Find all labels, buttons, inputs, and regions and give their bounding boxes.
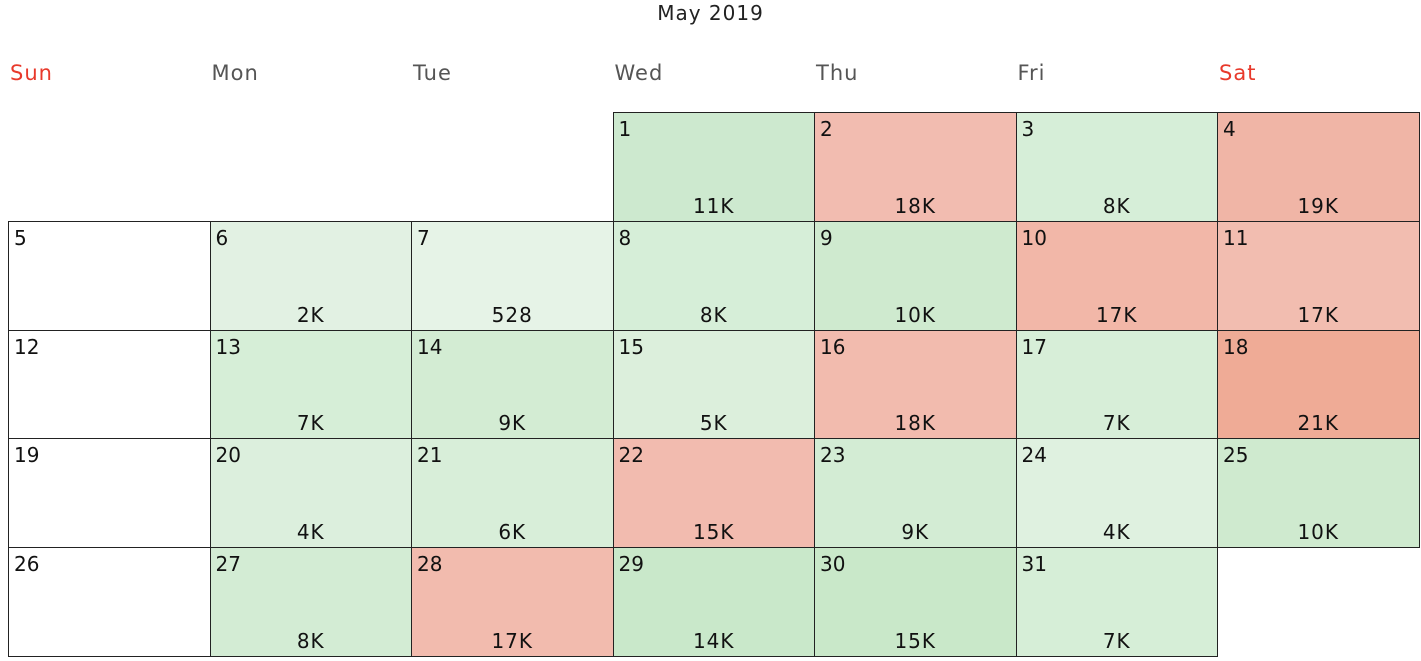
day-value-label: 17K — [491, 628, 534, 653]
day-number: 20 — [215, 443, 241, 468]
day-number: 12 — [14, 334, 40, 359]
day-cell-9: 9 10K — [814, 220, 1017, 331]
weekday-label-thu: Thu — [816, 61, 859, 85]
day-number: 25 — [1223, 443, 1249, 468]
day-number: 17 — [1021, 334, 1047, 359]
day-number: 9 — [820, 225, 833, 250]
day-value-label: 18K — [894, 411, 937, 436]
day-value-label: 8K — [1102, 193, 1131, 218]
day-number: 16 — [820, 334, 846, 359]
day-number: 24 — [1021, 443, 1047, 468]
day-value-label: 14K — [692, 628, 735, 653]
day-value-label: 4K — [1102, 520, 1131, 545]
day-value-label: 6K — [498, 520, 527, 545]
day-cell-14: 14 9K — [411, 329, 614, 440]
day-cell-25: 25 10K — [1217, 438, 1420, 549]
day-cell-17: 17 7K — [1015, 329, 1218, 440]
day-cell-4: 4 19K — [1217, 112, 1420, 222]
day-cell-28: 28 17K — [411, 547, 614, 657]
day-cell-16: 16 18K — [814, 329, 1017, 440]
day-value-label: 15K — [894, 628, 937, 653]
day-number: 11 — [1223, 225, 1249, 250]
day-value-label: 9K — [498, 411, 527, 436]
day-cell-3: 3 8K — [1015, 112, 1218, 222]
day-value-label: 21K — [1297, 411, 1340, 436]
day-cell-1: 1 11K — [612, 112, 815, 222]
weekday-label-tue: Tue — [413, 61, 452, 85]
day-number: 14 — [417, 334, 443, 359]
day-number: 30 — [820, 552, 846, 577]
day-value-label: 11K — [692, 193, 735, 218]
day-number: 15 — [618, 334, 644, 359]
day-cell-30: 30 15K — [814, 547, 1017, 657]
day-cell-8: 8 8K — [612, 220, 815, 331]
day-cell-21: 21 6K — [411, 438, 614, 549]
day-value-label: 2K — [296, 302, 325, 327]
day-value-label: 7K — [1102, 628, 1131, 653]
weekday-label-mon: Mon — [211, 61, 259, 85]
day-cell-24: 24 4K — [1015, 438, 1218, 549]
day-number: 22 — [618, 443, 644, 468]
day-number: 10 — [1021, 225, 1047, 250]
day-number: 8 — [618, 225, 632, 250]
calendar-title: May 2019 — [657, 1, 764, 25]
day-number: 3 — [1021, 117, 1035, 141]
day-number: 31 — [1021, 552, 1047, 577]
day-number: 6 — [215, 225, 229, 250]
day-number: 13 — [215, 334, 241, 359]
day-cell-20: 20 4K — [209, 438, 412, 549]
day-value-label: 19K — [1297, 193, 1340, 218]
day-cell-26: 26 — [8, 547, 211, 657]
day-value-label: 18K — [894, 193, 937, 218]
weekday-label-wed: Wed — [614, 61, 664, 85]
day-cell-19: 19 — [8, 438, 211, 549]
day-cell-29: 29 14K — [612, 547, 815, 657]
day-cell-22: 22 15K — [612, 438, 815, 549]
day-value-label: 8K — [699, 302, 728, 327]
day-value-label: 7K — [296, 411, 325, 436]
day-number: 29 — [618, 552, 644, 577]
day-value-label: 10K — [894, 302, 937, 327]
day-cell-12: 12 — [8, 329, 211, 440]
weekday-label-sat: Sat — [1219, 61, 1257, 85]
day-cell-27: 27 8K — [209, 547, 412, 657]
day-value-label: 10K — [1297, 520, 1340, 545]
day-cell-10: 10 17K — [1015, 220, 1218, 331]
day-value-label: 15K — [692, 520, 735, 545]
day-cell-18: 18 21K — [1217, 329, 1420, 440]
day-cell-2: 2 18K — [814, 112, 1017, 222]
day-cell-7: 7 528 — [411, 220, 614, 331]
day-value-label: 4K — [296, 520, 325, 545]
day-number: 2 — [820, 117, 833, 141]
day-value-label: 8K — [296, 628, 325, 653]
day-number: 23 — [820, 443, 846, 468]
day-value-label: 9K — [901, 520, 930, 545]
day-number: 26 — [14, 552, 40, 577]
day-number: 7 — [417, 225, 430, 250]
day-number: 27 — [215, 552, 241, 577]
day-cell-5: 5 — [8, 220, 211, 331]
day-cell-23: 23 9K — [814, 438, 1017, 549]
day-number: 4 — [1223, 117, 1236, 141]
day-value-label: 7K — [1102, 411, 1131, 436]
day-cell-6: 6 2K — [209, 220, 412, 331]
day-cell-11: 11 17K — [1217, 220, 1420, 331]
day-value-label: 528 — [491, 302, 533, 327]
day-number: 19 — [14, 443, 40, 468]
weekday-label-sun: Sun — [10, 61, 53, 85]
day-cell-31: 31 7K — [1015, 547, 1218, 657]
day-number: 1 — [618, 117, 632, 141]
day-value-label: 17K — [1095, 302, 1138, 327]
day-number: 28 — [417, 552, 443, 577]
day-number: 21 — [417, 443, 443, 468]
day-cell-15: 15 5K — [612, 329, 815, 440]
weekday-label-fri: Fri — [1017, 61, 1046, 85]
day-value-label: 17K — [1297, 302, 1340, 327]
day-value-label: 5K — [699, 411, 728, 436]
day-number: 18 — [1223, 334, 1249, 359]
day-cell-13: 13 7K — [209, 329, 412, 440]
day-number: 5 — [14, 225, 27, 250]
